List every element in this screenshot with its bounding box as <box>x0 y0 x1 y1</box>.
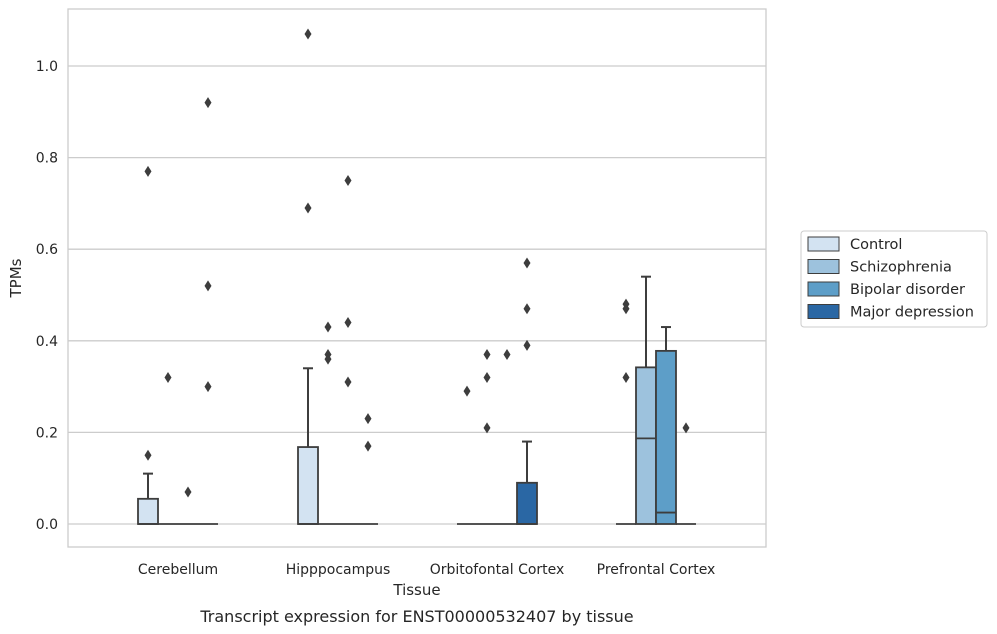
outlier-point <box>204 280 212 292</box>
box-body <box>516 481 538 525</box>
x-axis-title: Tissue <box>392 581 440 599</box>
x-tick-labels: Cerebellum Hipppocampus Orbitofontal Corte… <box>138 562 715 578</box>
box-major-depression-0 <box>198 97 218 525</box>
box-major-depression-2 <box>516 257 538 525</box>
x-tick-label: Cerebellum <box>138 562 218 578</box>
outlier-point <box>184 486 192 498</box>
box-body <box>297 446 319 525</box>
box-schizophrenia-0 <box>158 371 178 525</box>
box-major-depression-1 <box>358 413 378 525</box>
box-schizophrenia-3 <box>635 275 657 525</box>
outlier-point <box>304 28 312 40</box>
legend-label: Schizophrenia <box>850 260 952 276</box>
legend-swatch <box>807 281 840 297</box>
outlier-point <box>523 303 531 315</box>
box-bipolar-disorder-2 <box>497 349 517 525</box>
x-tick-label: Prefrontal Cortex <box>597 562 716 578</box>
box-bipolar-disorder-0 <box>178 486 198 525</box>
outlier-point <box>304 202 312 214</box>
outlier-point <box>344 316 352 328</box>
box-major-depression-3 <box>676 422 696 525</box>
y-tick-label: 1.0 <box>36 59 58 75</box>
outlier-point <box>364 413 372 425</box>
outlier-point <box>483 371 491 383</box>
y-tick-labels: 0.0 0.2 0.4 0.6 0.8 1.0 <box>36 59 58 533</box>
x-tick-label: Orbitofontal Cortex <box>430 562 565 578</box>
y-axis-title: TPMs <box>7 258 25 298</box>
outlier-point <box>483 422 491 434</box>
box-control-2 <box>457 385 477 525</box>
outlier-point <box>164 371 172 383</box>
outlier-point <box>682 422 690 434</box>
outlier-point <box>144 449 152 461</box>
outlier-point <box>324 321 332 333</box>
outlier-point <box>503 349 511 361</box>
legend-swatch <box>807 259 840 274</box>
box-control-3 <box>616 298 636 525</box>
outlier-point <box>483 349 491 361</box>
outlier-point <box>324 353 332 365</box>
outlier-point <box>523 257 531 269</box>
y-tick-label: 0.8 <box>36 151 58 167</box>
legend: Control Schizophrenia Bipolar disorder Majo… <box>800 230 988 328</box>
box-body <box>137 497 159 525</box>
y-tick-label: 0.6 <box>36 242 58 258</box>
y-tick-label: 0.4 <box>36 334 58 350</box>
legend-label: Control <box>850 237 902 253</box>
outlier-point <box>144 165 152 177</box>
box-control-1 <box>297 28 319 525</box>
box-body <box>635 366 657 525</box>
outlier-point <box>204 381 212 393</box>
y-tick-label: 0.0 <box>36 517 58 533</box>
outlier-point <box>204 97 212 109</box>
chart-caption: Transcript expression for ENST0000053240… <box>199 607 633 626</box>
box-bipolar-disorder-1 <box>338 175 358 525</box>
outlier-point <box>344 175 352 186</box>
legend-label: Bipolar disorder <box>850 282 965 298</box>
legend-label: Major depression <box>850 305 974 321</box>
box-series <box>137 28 696 525</box>
x-tick-label: Hipppocampus <box>286 562 391 578</box>
box-body <box>655 349 677 525</box>
box-bipolar-disorder-3 <box>655 326 677 525</box>
outlier-point <box>344 376 352 388</box>
outlier-point <box>622 303 630 315</box>
legend-swatch <box>807 236 840 252</box>
outlier-point <box>523 339 531 351</box>
outlier-point <box>364 440 372 452</box>
outlier-point <box>463 385 471 397</box>
outlier-point <box>622 371 630 383</box>
legend-frame <box>800 230 988 328</box>
legend-swatch <box>807 304 840 319</box>
box-control-0 <box>137 165 159 525</box>
y-tick-label: 0.2 <box>36 425 58 441</box>
plot-frame <box>67 8 767 548</box>
box-schizophrenia-1 <box>318 321 338 525</box>
box-schizophrenia-2 <box>477 349 497 525</box>
